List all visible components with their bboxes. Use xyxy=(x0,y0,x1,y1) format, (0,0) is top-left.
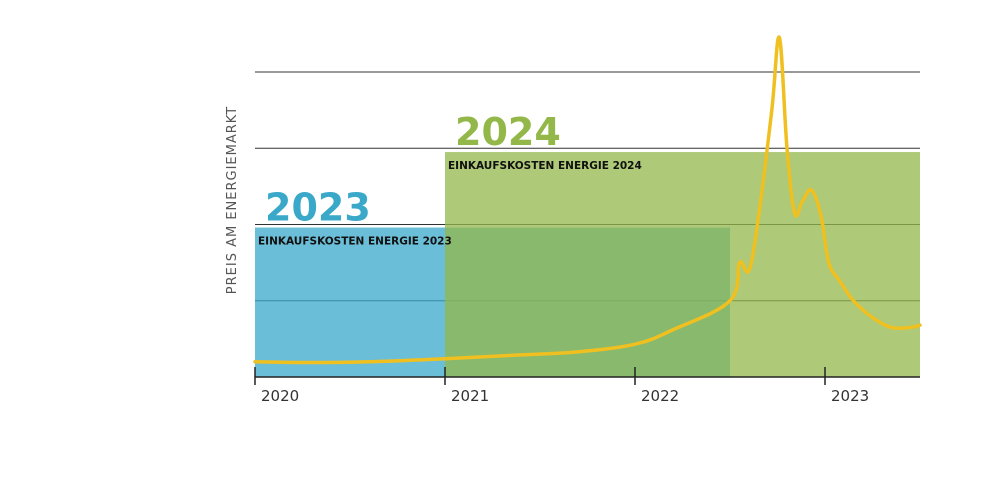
chart-labels: 2023 EINKAUFSKOSTEN ENERGIE 2023 2024 EINKA… xyxy=(225,106,642,294)
x-tick-label-2022: 2022 xyxy=(641,387,679,405)
band-year-2024: 2024 xyxy=(455,110,561,154)
band-year-2023: 2023 xyxy=(265,186,371,230)
band-label-2023: EINKAUFSKOSTEN ENERGIE 2023 xyxy=(258,236,452,248)
x-tick-label-2023: 2023 xyxy=(831,387,869,405)
cost-bands xyxy=(255,152,920,377)
band-2024 xyxy=(445,152,920,377)
x-tick-label-2021: 2021 xyxy=(451,387,489,405)
price-series-line xyxy=(253,35,922,365)
y-axis-label: PREIS AM ENERGIEMARKT xyxy=(225,106,240,294)
price-line xyxy=(253,35,922,365)
x-axis: 2020 2021 2022 2023 xyxy=(254,367,920,405)
band-label-2024: EINKAUFSKOSTEN ENERGIE 2024 xyxy=(448,160,642,172)
x-tick-label-2020: 2020 xyxy=(261,387,299,405)
